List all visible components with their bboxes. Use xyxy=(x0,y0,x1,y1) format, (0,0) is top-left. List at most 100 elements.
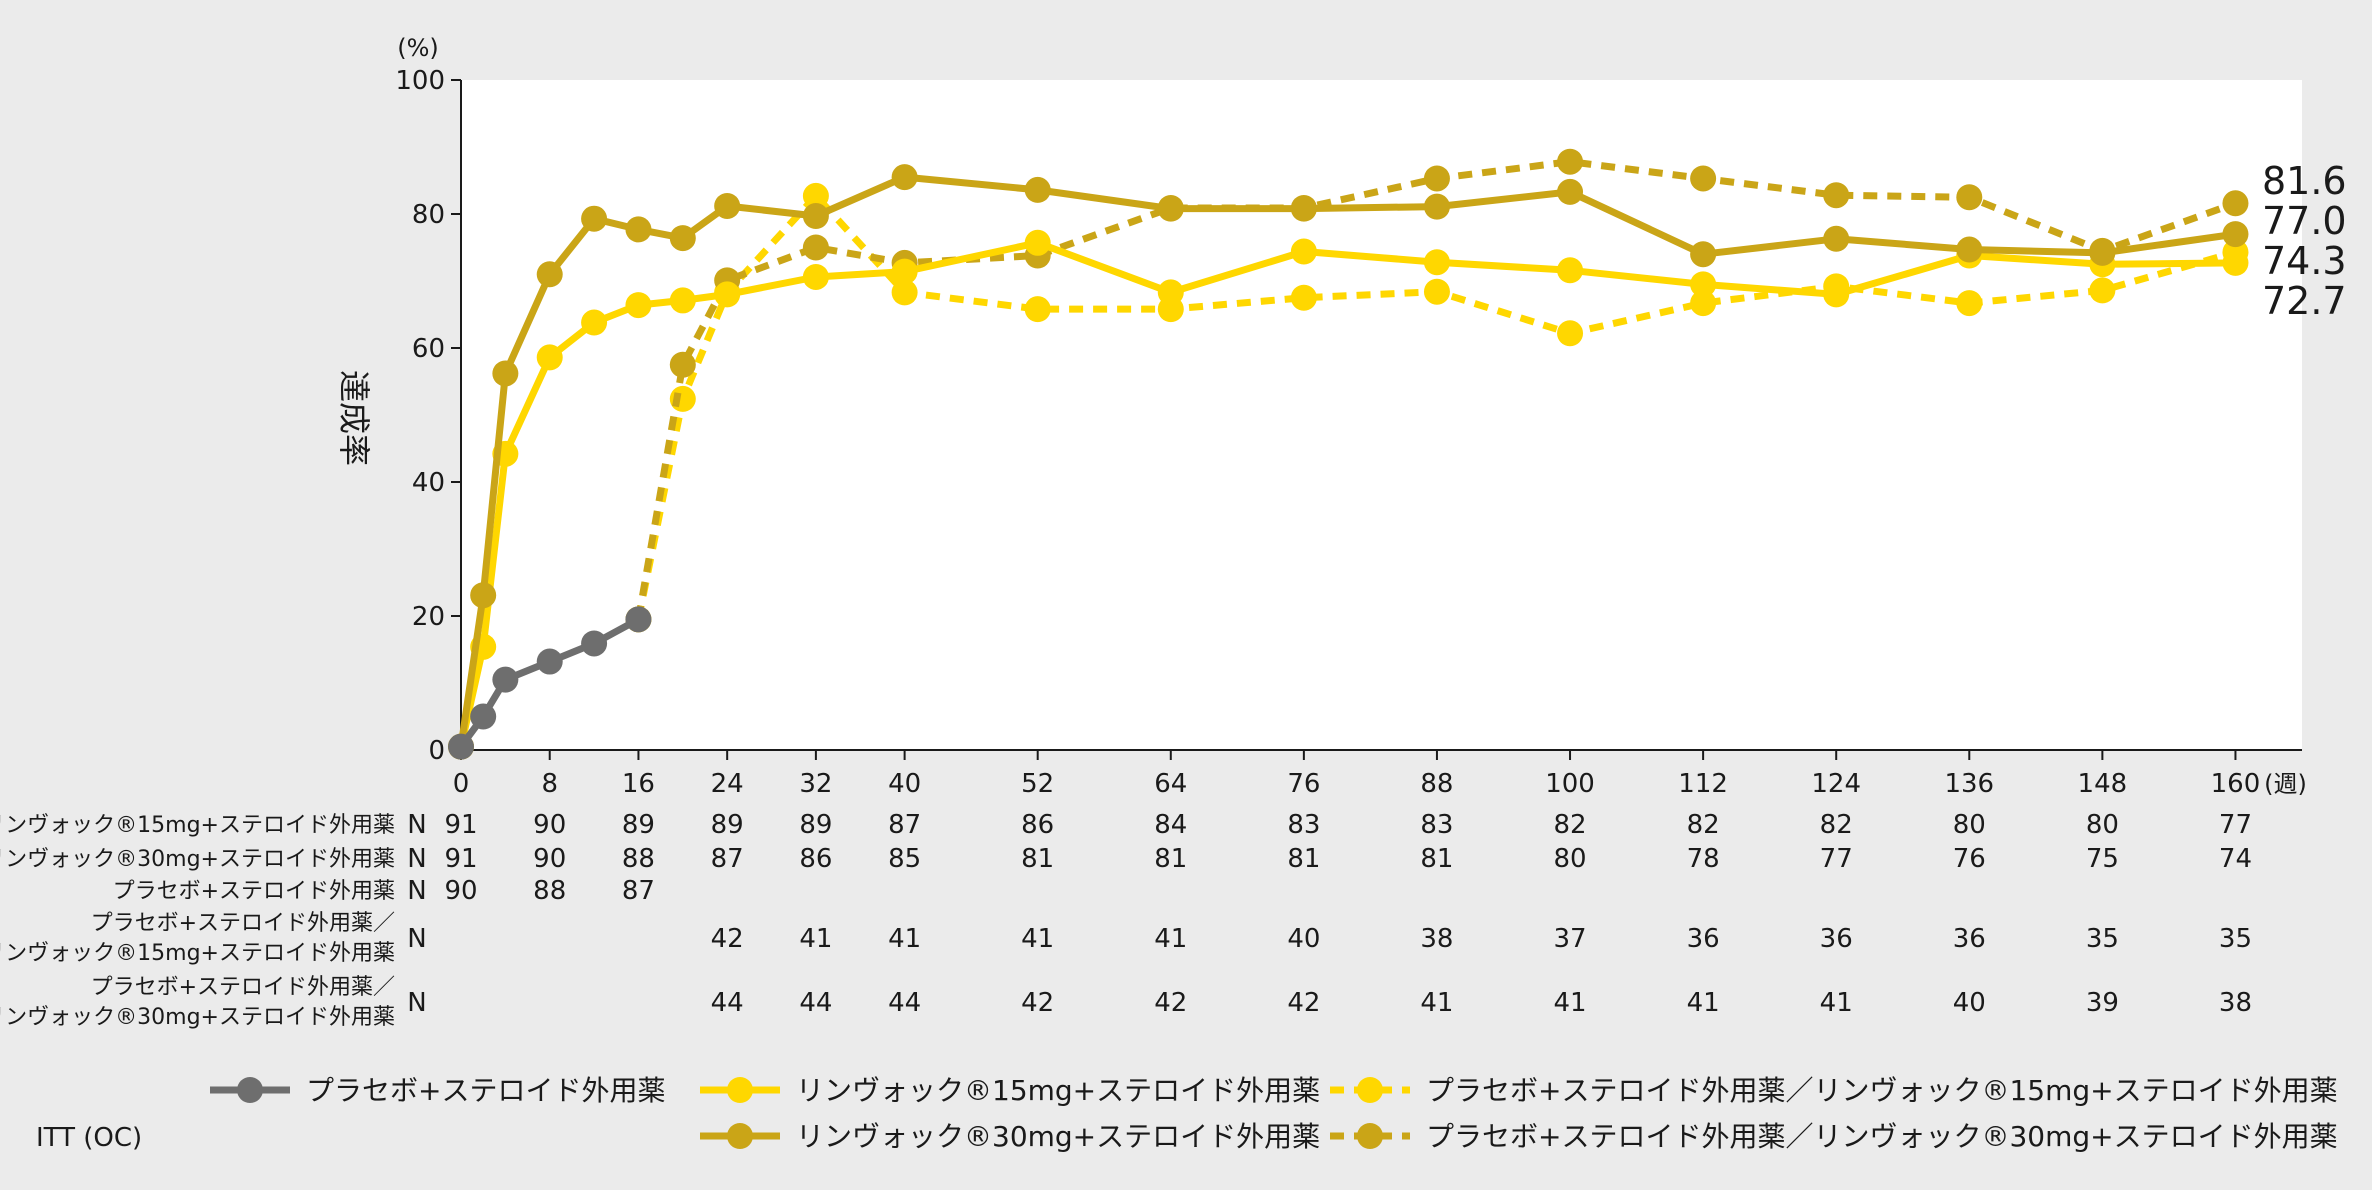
data-point-upa30 xyxy=(492,360,519,387)
n-table-cell: 78 xyxy=(1687,844,1720,874)
n-table-cell: 90 xyxy=(444,876,477,906)
legend-swatch-marker xyxy=(727,1077,753,1103)
legend-swatch-marker xyxy=(237,1077,263,1103)
n-table-row-label: リンヴォック®15mg+ステロイド外用薬 xyxy=(0,941,395,966)
data-point-placebo xyxy=(581,630,608,657)
n-table-cell: 41 xyxy=(1420,988,1453,1018)
n-table-cell: 81 xyxy=(1021,844,1054,874)
data-point-upa30 xyxy=(625,216,652,243)
n-table-cell: 35 xyxy=(2219,924,2252,954)
n-table-cell: 36 xyxy=(1820,924,1853,954)
n-table-cell: 87 xyxy=(622,876,655,906)
n-table-row-label: プラセボ+ステロイド外用薬／ xyxy=(91,911,395,936)
data-point-upa15 xyxy=(2222,249,2249,276)
data-point-upa30 xyxy=(470,582,497,609)
n-table-cell: 90 xyxy=(533,844,566,874)
x-tick-label: 124 xyxy=(1811,769,1861,799)
data-point-upa30 xyxy=(669,225,696,252)
data-point-upa15 xyxy=(1290,238,1317,265)
y-tick-label: 20 xyxy=(412,602,445,632)
n-table-cell: 44 xyxy=(711,988,744,1018)
end-value-label: 77.0 xyxy=(2262,199,2347,243)
n-table-cell: 40 xyxy=(1287,924,1320,954)
n-table-cell: 82 xyxy=(1553,810,1586,840)
data-point-upa15 xyxy=(581,309,608,336)
n-table-cell: 41 xyxy=(1553,988,1586,1018)
n-table-cell: 41 xyxy=(888,924,921,954)
x-tick-label: 136 xyxy=(1944,769,1994,799)
data-point-upa30 xyxy=(1157,195,1184,222)
data-point-upa30 xyxy=(1290,195,1317,222)
x-tick-label: 8 xyxy=(541,769,558,799)
y-axis-label: 達成率 xyxy=(335,370,373,466)
data-point-upa15 xyxy=(1423,249,1450,276)
n-table-cell: 38 xyxy=(1420,924,1453,954)
y-unit-label: (%) xyxy=(397,34,439,62)
n-table-cell: 81 xyxy=(1420,844,1453,874)
data-point-upa30 xyxy=(536,261,563,288)
legend-label: プラセボ+ステロイド外用薬／リンヴォック®15mg+ステロイド外用薬 xyxy=(1426,1074,2338,1107)
n-table-cell: 86 xyxy=(799,844,832,874)
data-point-upa30 xyxy=(2089,239,2116,266)
legend-item-upa30: リンヴォック®30mg+ステロイド外用薬 xyxy=(700,1120,1320,1153)
n-table-cell: 88 xyxy=(622,844,655,874)
data-point-upa15 xyxy=(1157,279,1184,306)
n-table-cell: 42 xyxy=(711,924,744,954)
n-table-cell: 81 xyxy=(1287,844,1320,874)
data-point-upa15 xyxy=(891,258,918,285)
x-tick-label: 148 xyxy=(2078,769,2128,799)
n-table-cell: 44 xyxy=(888,988,921,1018)
legend-swatch-marker xyxy=(1357,1077,1383,1103)
n-table-row: プラセボ+ステロイド外用薬／ リンヴォック®30mg+ステロイド外用薬 N 44 44 4… xyxy=(0,975,2252,1030)
data-point-upa15 xyxy=(1823,281,1850,308)
x-tick-label: 64 xyxy=(1154,769,1187,799)
n-table-cell: 44 xyxy=(799,988,832,1018)
n-table-cell: 83 xyxy=(1287,810,1320,840)
n-table-cell: 41 xyxy=(1820,988,1853,1018)
data-point-upa30 xyxy=(891,164,918,191)
legend-item-placebo: プラセボ+ステロイド外用薬 xyxy=(210,1074,665,1107)
x-tick-label: 52 xyxy=(1021,769,1054,799)
n-table-cell: 42 xyxy=(1021,988,1054,1018)
legend-swatch-marker xyxy=(1357,1123,1383,1149)
n-table-cell: 87 xyxy=(888,810,921,840)
n-table-cell: 77 xyxy=(2219,810,2252,840)
n-table-row-label: リンヴォック®30mg+ステロイド外用薬 xyxy=(0,1005,395,1030)
n-table-cell: 42 xyxy=(1287,988,1320,1018)
data-point-pbo_upa30 xyxy=(1423,165,1450,192)
n-table-cell: 36 xyxy=(1687,924,1720,954)
legend-label: リンヴォック®30mg+ステロイド外用薬 xyxy=(796,1120,1320,1153)
n-table-row-label: プラセボ+ステロイド外用薬／ xyxy=(91,975,395,1000)
data-point-upa15 xyxy=(669,287,696,314)
legend-label: リンヴォック®15mg+ステロイド外用薬 xyxy=(796,1074,1320,1107)
data-point-placebo xyxy=(448,733,474,760)
data-point-upa30 xyxy=(581,205,608,232)
n-table-cell: 89 xyxy=(622,810,655,840)
n-table-n-label: N xyxy=(407,988,426,1018)
series-line-pbo_upa15 xyxy=(634,192,2237,621)
n-table-row-label: リンヴォック®15mg+ステロイド外用薬 xyxy=(0,813,395,838)
n-table-cell: 84 xyxy=(1154,810,1187,840)
data-point-pbo_upa15 xyxy=(1423,278,1450,305)
data-point-pbo_upa15 xyxy=(802,182,829,209)
series-placebo xyxy=(448,606,652,760)
data-point-upa15 xyxy=(802,263,829,290)
footnote: ITT (OC) xyxy=(36,1123,142,1153)
y-tick-label: 80 xyxy=(412,200,445,230)
n-table-cell: 77 xyxy=(1820,844,1853,874)
data-point-upa15 xyxy=(1024,229,1051,256)
data-point-upa15 xyxy=(1690,271,1717,298)
data-point-pbo_upa30 xyxy=(1823,182,1850,209)
data-point-upa30 xyxy=(802,203,829,230)
n-table-cell: 39 xyxy=(2086,988,2119,1018)
x-tick-label: 40 xyxy=(888,769,921,799)
data-point-upa30 xyxy=(1823,225,1850,252)
data-point-placebo xyxy=(625,606,652,633)
end-value-label: 72.7 xyxy=(2262,279,2347,323)
data-point-pbo_upa30 xyxy=(2222,190,2249,217)
data-point-upa15 xyxy=(1557,257,1584,284)
n-table-cell: 41 xyxy=(1154,924,1187,954)
n-table-row: リンヴォック®15mg+ステロイド外用薬 N 91 90 89 89 89 87 86 84 83 8… xyxy=(0,810,2252,840)
